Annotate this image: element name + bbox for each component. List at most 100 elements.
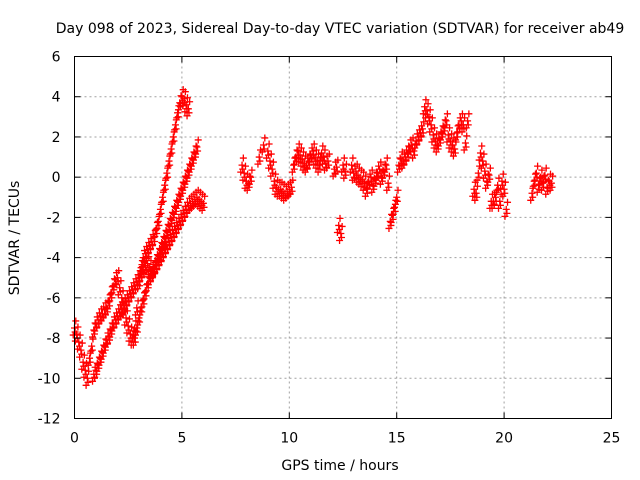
data-point <box>164 173 172 181</box>
data-point <box>531 170 539 178</box>
axis-ticks <box>74 56 612 419</box>
data-point <box>260 145 268 153</box>
data-point <box>362 172 370 180</box>
data-point <box>385 183 393 191</box>
data-point <box>121 295 129 303</box>
data-point <box>185 109 193 117</box>
data-point <box>123 291 131 299</box>
data-point <box>172 125 180 133</box>
data-point <box>141 247 149 255</box>
data-point <box>174 113 182 121</box>
data-point <box>413 130 421 138</box>
data-point <box>256 157 264 165</box>
data-point <box>186 98 194 106</box>
data-point <box>501 178 509 186</box>
data-point <box>134 271 142 279</box>
data-point <box>325 161 333 169</box>
data-point <box>366 170 374 178</box>
data-point <box>316 165 324 173</box>
data-point <box>461 114 469 122</box>
y-tick-labels: -12 -10 -8 -6 -4 -2 0 2 4 6 <box>38 50 61 428</box>
data-point <box>156 251 164 259</box>
data-point <box>151 259 159 267</box>
data-point <box>308 144 316 152</box>
data-point <box>155 221 163 229</box>
data-point <box>495 174 503 182</box>
data-point <box>501 189 509 197</box>
data-point <box>403 146 411 154</box>
data-point <box>179 206 187 214</box>
data-point <box>130 279 138 287</box>
y-tick-label: 6 <box>52 50 61 66</box>
data-point <box>463 132 471 140</box>
data-point <box>183 198 191 206</box>
data-point <box>74 323 82 331</box>
x-tick-label: 15 <box>388 431 406 447</box>
data-point <box>475 173 483 181</box>
data-point <box>321 146 329 154</box>
data-point <box>342 171 350 179</box>
data-point <box>248 166 256 174</box>
data-point <box>110 275 118 283</box>
data-point <box>482 160 490 168</box>
data-point <box>149 263 157 271</box>
data-point <box>160 243 168 251</box>
data-point <box>503 209 511 217</box>
data-point <box>353 160 361 168</box>
data-point <box>381 160 389 168</box>
data-point <box>168 226 176 234</box>
data-point <box>383 165 391 173</box>
data-point <box>312 146 320 154</box>
data-point <box>426 106 434 114</box>
data-point <box>411 151 419 159</box>
data-point <box>441 116 449 124</box>
data-point <box>192 142 200 150</box>
data-point <box>170 137 178 145</box>
data-point <box>166 161 174 169</box>
data-point <box>272 170 280 178</box>
data-point <box>338 222 346 230</box>
data-point <box>175 214 183 222</box>
data-point <box>538 166 546 174</box>
data-point <box>443 110 451 118</box>
data-point <box>72 317 80 325</box>
data-point <box>534 162 542 170</box>
data-point <box>158 247 166 255</box>
data-point <box>464 121 472 129</box>
data-point <box>115 305 123 313</box>
data-point <box>246 172 254 180</box>
data-point <box>375 162 383 170</box>
data-point <box>310 140 318 148</box>
data-point <box>415 126 423 134</box>
data-point <box>299 148 307 156</box>
data-point <box>496 201 504 209</box>
data-point <box>377 158 385 166</box>
data-points <box>69 86 557 389</box>
data-point <box>86 358 94 366</box>
data-point <box>117 277 125 285</box>
data-point <box>153 218 161 226</box>
data-point <box>194 136 202 144</box>
data-point <box>336 214 344 222</box>
data-point <box>183 94 191 102</box>
data-point <box>85 367 93 375</box>
data-point <box>342 160 350 168</box>
data-point <box>80 351 88 359</box>
data-point <box>325 150 333 158</box>
data-point <box>76 331 84 339</box>
data-point <box>486 175 494 183</box>
data-point <box>484 170 492 178</box>
data-point <box>147 235 155 243</box>
data-point <box>334 156 342 164</box>
data-point <box>241 162 249 170</box>
data-point <box>265 140 273 148</box>
data-point <box>333 167 341 175</box>
data-point <box>424 100 432 108</box>
data-point <box>391 207 399 215</box>
data-point <box>446 124 454 132</box>
y-tick-label: -10 <box>38 371 61 387</box>
data-point <box>247 177 255 185</box>
series-group <box>329 96 473 245</box>
data-point <box>418 122 426 130</box>
data-point <box>132 275 140 283</box>
